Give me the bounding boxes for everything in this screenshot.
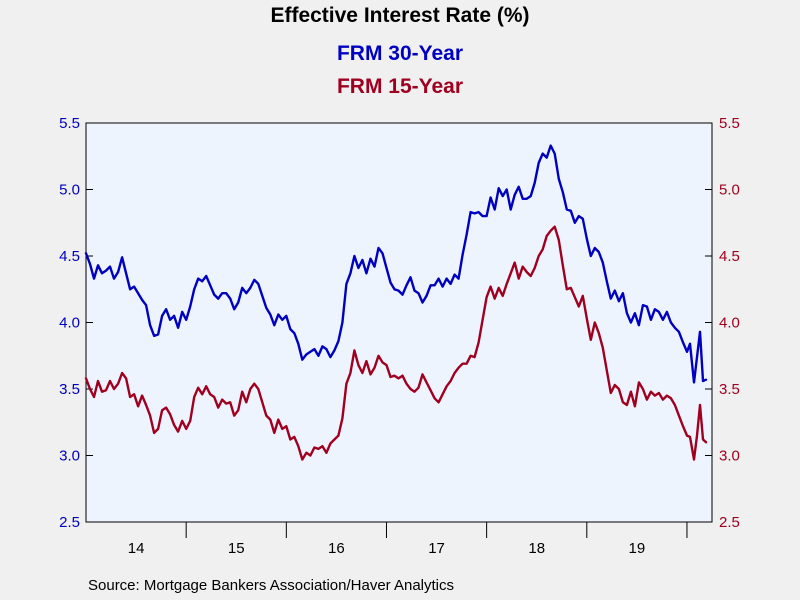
x-tick-label: 16 xyxy=(328,540,345,557)
series-line-frm-15-year xyxy=(84,225,708,461)
legend-entry-frm-30-year: FRM 30-Year xyxy=(337,42,463,65)
x-tick-label: 15 xyxy=(228,540,245,557)
left-y-tick-label: 4.5 xyxy=(59,248,80,265)
x-tick-label: 18 xyxy=(528,540,545,557)
series-layer xyxy=(84,144,708,461)
left-y-tick-label: 5.0 xyxy=(59,182,80,199)
right-y-tick-label: 5.0 xyxy=(719,182,740,199)
legend-entry-frm-15-year: FRM 15-Year xyxy=(337,75,463,98)
chart-title: Effective Interest Rate (%) xyxy=(270,4,529,27)
right-y-tick-label: 4.0 xyxy=(719,315,740,332)
left-y-tick-label: 5.5 xyxy=(59,115,80,132)
series-line-frm-30-year xyxy=(84,144,708,384)
left-y-tick-label: 3.5 xyxy=(59,381,80,398)
source-note: Source: Mortgage Bankers Association/Hav… xyxy=(88,577,454,594)
right-y-tick-label: 3.5 xyxy=(719,381,740,398)
right-y-axis: 2.5 3.0 3.5 4.0 4.5 5.0 5.5 xyxy=(705,115,740,531)
right-y-tick-label: 3.0 xyxy=(719,448,740,465)
x-tick-label: 19 xyxy=(629,540,646,557)
right-y-tick-label: 2.5 xyxy=(719,514,740,531)
right-y-tick-label: 5.5 xyxy=(719,115,740,132)
left-y-tick-label: 3.0 xyxy=(59,448,80,465)
plot-area xyxy=(85,122,713,523)
left-y-tick-label: 4.0 xyxy=(59,315,80,332)
right-y-tick-label: 4.5 xyxy=(719,248,740,265)
x-tick-label: 17 xyxy=(428,540,445,557)
left-y-axis: 2.5 3.0 3.5 4.0 4.5 5.0 5.5 xyxy=(59,115,93,531)
x-tick-label: 14 xyxy=(128,540,145,557)
x-axis: 14 15 16 17 18 19 xyxy=(128,522,688,557)
left-y-tick-label: 2.5 xyxy=(59,514,80,531)
